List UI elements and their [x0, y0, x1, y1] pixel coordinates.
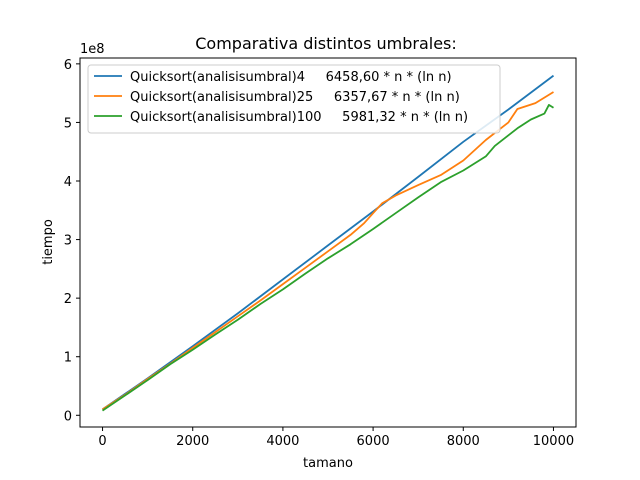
legend-box — [87, 64, 501, 134]
y-scale-label: 1e8 — [80, 42, 105, 57]
x-tick-label: 4000 — [266, 434, 299, 449]
y-tick-label: 2 — [64, 292, 72, 307]
series-line-2 — [102, 91, 554, 411]
x-axis-label: tamano — [303, 456, 353, 471]
y-tick-label: 3 — [64, 234, 72, 249]
legend-label-1: Quicksort(analisisumbral)4 6458,60 * n *… — [130, 70, 452, 85]
series-line-3 — [101, 104, 554, 412]
y-axis-label: tiempo — [41, 219, 56, 265]
y-tick-label: 4 — [64, 175, 72, 190]
x-tick-label: 0 — [98, 434, 106, 449]
x-tick-label: 6000 — [357, 434, 390, 449]
y-tick-label: 0 — [64, 409, 72, 424]
x-tick-label: 8000 — [447, 434, 480, 449]
y-tick-label: 5 — [64, 116, 72, 131]
legend-label-2: Quicksort(analisisumbral)25 6357,67 * n … — [130, 90, 460, 105]
x-tick-label: 10000 — [533, 434, 574, 449]
x-tick-label: 2000 — [176, 434, 209, 449]
legend: Quicksort(analisisumbral)4 6458,60 * n *… — [87, 64, 501, 134]
axes-frame — [79, 57, 577, 428]
plot-area: 0 2000 4000 6000 8000 10000 0 1 2 3 4 5 6 — [64, 57, 577, 449]
y-tick-label: 1 — [64, 351, 72, 366]
legend-label-3: Quicksort(analisisumbral)100 5981,32 * n… — [130, 110, 468, 125]
chart-title: Comparativa distintos umbrales: — [195, 34, 457, 53]
y-tick-label: 6 — [64, 58, 72, 73]
